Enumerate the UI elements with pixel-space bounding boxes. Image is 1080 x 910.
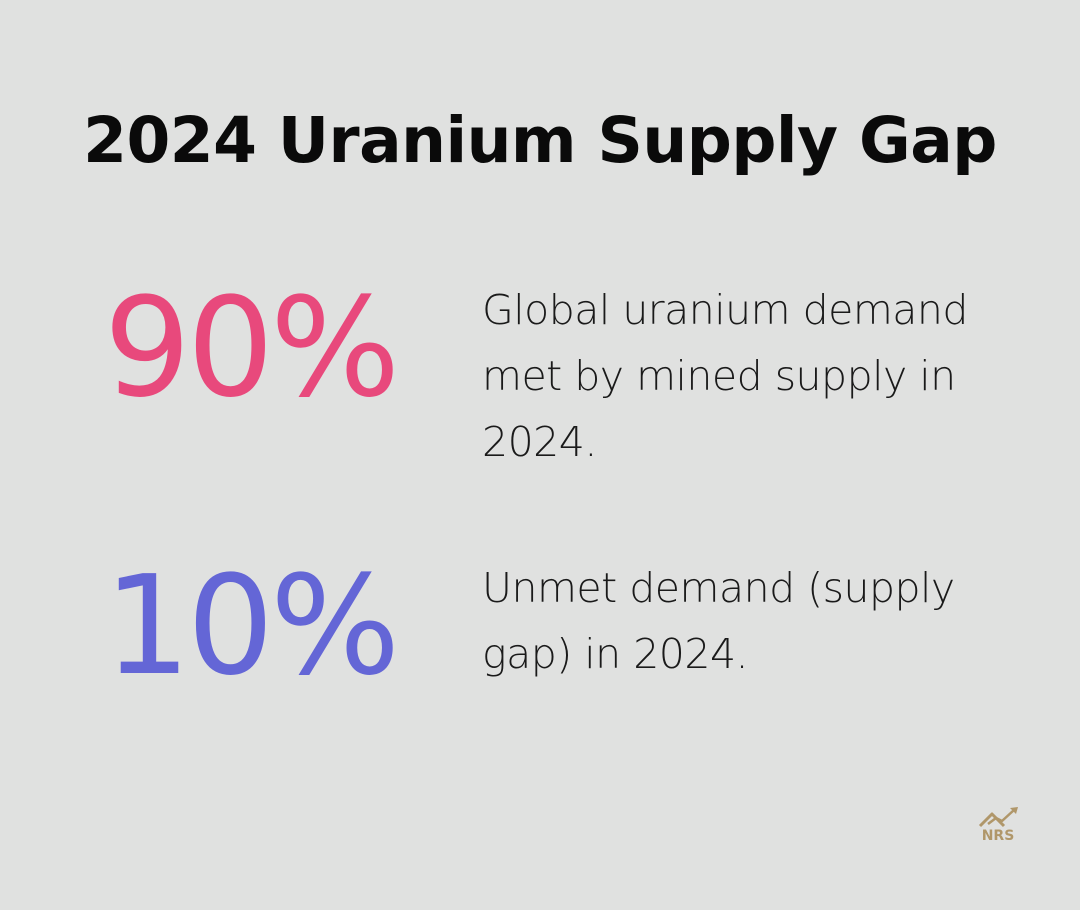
stat-description-mined-supply: Global uranium demand met by mined suppl… (482, 286, 968, 466)
stat-value-supply-gap: 10% (103, 547, 401, 706)
logo-text: NRS (981, 828, 1015, 844)
stat-value-mined-supply: 90% (103, 269, 401, 428)
stat-description-supply-gap: Unmet demand (supply gap) in 2024. (482, 564, 955, 678)
page-title: 2024 Uranium Supply Gap (83, 104, 997, 177)
brand-logo: NRS (974, 806, 1022, 850)
house-chart-icon (978, 807, 1018, 828)
